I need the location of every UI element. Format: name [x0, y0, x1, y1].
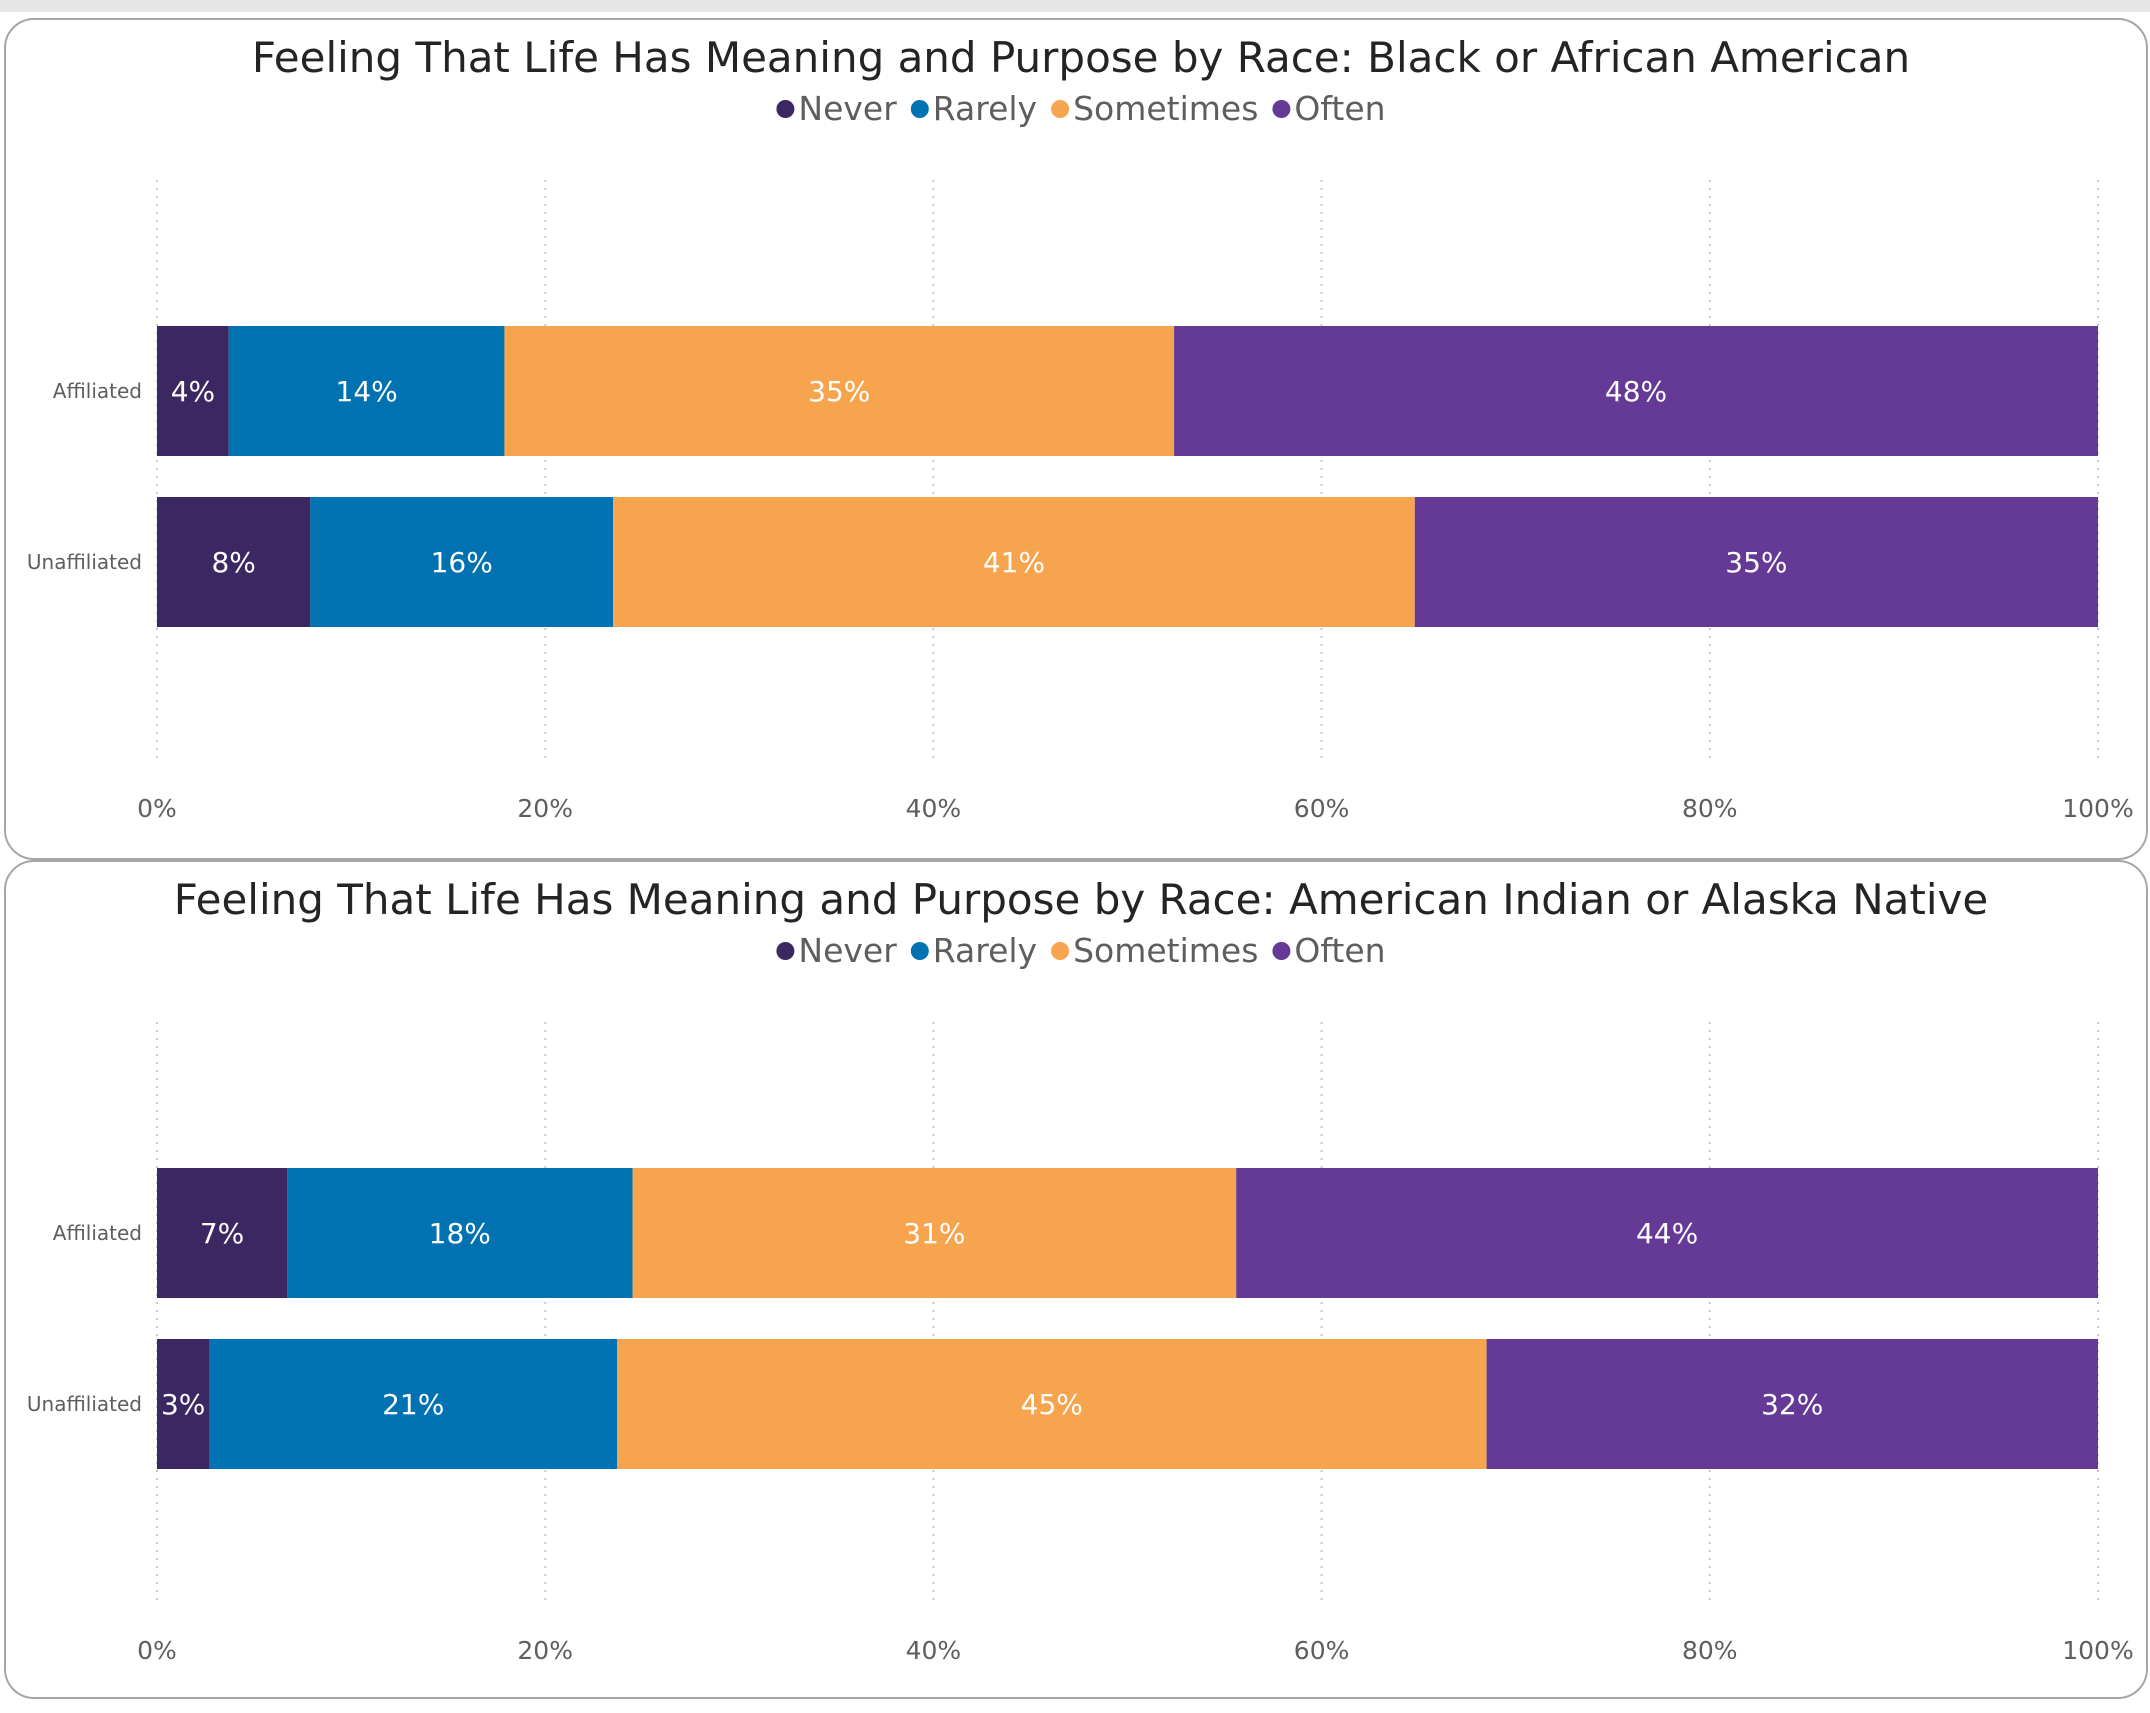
legend-item-never[interactable]: Never [776, 931, 897, 970]
data-label: 21% [382, 1388, 444, 1421]
legend-marker-sometimes [1051, 942, 1070, 960]
bar-segment-rarely[interactable] [287, 1168, 633, 1298]
data-label: 18% [429, 1217, 491, 1250]
legend-label-sometimes: Sometimes [1073, 931, 1258, 970]
legend-marker-rarely [910, 100, 929, 118]
x-axis: 0% 20% 40% 60% 80% 100% [137, 794, 2134, 823]
y-category-label: Unaffiliated [27, 550, 142, 574]
x-tick-label: 100% [2062, 794, 2133, 823]
data-label: 31% [903, 1217, 965, 1250]
legend-item-often[interactable]: Often [1272, 931, 1386, 970]
data-label: 41% [983, 546, 1045, 579]
bar-segment-never[interactable] [157, 326, 229, 456]
legend-marker-often [1272, 100, 1291, 118]
bar-segment-often[interactable] [1414, 497, 2098, 627]
data-label: 14% [336, 375, 398, 408]
bar-segment-sometimes[interactable] [613, 497, 1415, 627]
y-category-label: Unaffiliated [27, 1392, 142, 1416]
data-label: 32% [1761, 1388, 1823, 1421]
x-axis: 0% 20% 40% 60% 80% 100% [137, 1636, 2134, 1665]
x-tick-label: 40% [906, 1636, 962, 1665]
legend-item-never[interactable]: Never [776, 89, 897, 128]
data-label: 16% [431, 546, 493, 579]
bar-segment-never[interactable] [157, 1339, 210, 1469]
x-tick-label: 60% [1294, 794, 1350, 823]
bar-row-unaffiliated: Unaffiliated 3% 21% 45% 32% [27, 1339, 2098, 1469]
data-label: 8% [211, 546, 255, 579]
legend-label-sometimes: Sometimes [1073, 89, 1258, 128]
legend-marker-sometimes [1051, 100, 1070, 118]
bar-segment-often[interactable] [1486, 1339, 2098, 1469]
bar-segment-rarely[interactable] [209, 1339, 618, 1469]
bar-segment-never[interactable] [157, 1168, 288, 1298]
legend-marker-never [776, 942, 795, 960]
bar-segment-rarely[interactable] [228, 326, 505, 456]
legend-item-rarely[interactable]: Rarely [910, 89, 1037, 128]
legend-label-never: Never [798, 931, 897, 970]
x-tick-label: 20% [517, 794, 573, 823]
bar-segment-sometimes[interactable] [504, 326, 1175, 456]
bar-row-affiliated: Affiliated 4% 14% 35% 48% [53, 326, 2098, 456]
y-category-label: Affiliated [53, 1221, 142, 1245]
legend-marker-often [1272, 942, 1291, 960]
x-tick-label: 80% [1682, 1636, 1738, 1665]
x-tick-label: 60% [1294, 1636, 1350, 1665]
data-label: 35% [1725, 546, 1787, 579]
data-label: 48% [1605, 375, 1667, 408]
x-tick-label: 80% [1682, 794, 1738, 823]
data-label: 4% [171, 375, 215, 408]
chart-panel-black-or-african-american: Feeling That Life Has Meaning and Purpos… [4, 18, 2148, 860]
data-label: 45% [1021, 1388, 1083, 1421]
chart-american-indian-or-alaska-native: Feeling That Life Has Meaning and Purpos… [27, 875, 2134, 1665]
bar-segment-sometimes[interactable] [617, 1339, 1487, 1469]
bar-segment-never[interactable] [157, 497, 311, 627]
data-label: 35% [808, 375, 870, 408]
x-tick-label: 40% [906, 794, 962, 823]
legend-marker-never [776, 100, 795, 118]
gridlines [156, 180, 2099, 760]
legend: Never Rarely Sometimes Often [776, 931, 1386, 970]
chart-title: Feeling That Life Has Meaning and Purpos… [252, 33, 1910, 82]
legend-item-rarely[interactable]: Rarely [910, 931, 1037, 970]
y-category-label: Affiliated [53, 379, 142, 403]
chart-black-or-african-american: Feeling That Life Has Meaning and Purpos… [27, 33, 2134, 823]
bar-segment-sometimes[interactable] [632, 1168, 1237, 1298]
x-tick-label: 0% [137, 794, 177, 823]
top-divider [0, 0, 2150, 12]
legend-label-never: Never [798, 89, 897, 128]
bar-row-affiliated: Affiliated 7% 18% 31% 44% [53, 1168, 2098, 1298]
legend-label-rarely: Rarely [933, 89, 1037, 128]
x-tick-label: 20% [517, 1636, 573, 1665]
chart-title: Feeling That Life Has Meaning and Purpos… [174, 875, 1989, 924]
legend-item-sometimes[interactable]: Sometimes [1051, 89, 1258, 128]
x-tick-label: 0% [137, 1636, 177, 1665]
bar-segment-often[interactable] [1174, 326, 2098, 456]
legend-marker-rarely [910, 942, 929, 960]
data-label: 7% [200, 1217, 244, 1250]
bar-segment-often[interactable] [1236, 1168, 2098, 1298]
legend-item-often[interactable]: Often [1272, 89, 1386, 128]
legend-label-often: Often [1294, 89, 1385, 128]
chart-panel-american-indian-or-alaska-native: Feeling That Life Has Meaning and Purpos… [4, 860, 2148, 1699]
data-label: 44% [1636, 1217, 1698, 1250]
bar-row-unaffiliated: Unaffiliated 8% 16% 41% 35% [27, 497, 2098, 627]
legend-label-often: Often [1294, 931, 1385, 970]
legend-item-sometimes[interactable]: Sometimes [1051, 931, 1258, 970]
gridlines [156, 1022, 2099, 1602]
legend-label-rarely: Rarely [933, 931, 1037, 970]
legend: Never Rarely Sometimes Often [776, 89, 1386, 128]
bar-segment-rarely[interactable] [310, 497, 614, 627]
data-label: 3% [161, 1388, 205, 1421]
x-tick-label: 100% [2062, 1636, 2133, 1665]
